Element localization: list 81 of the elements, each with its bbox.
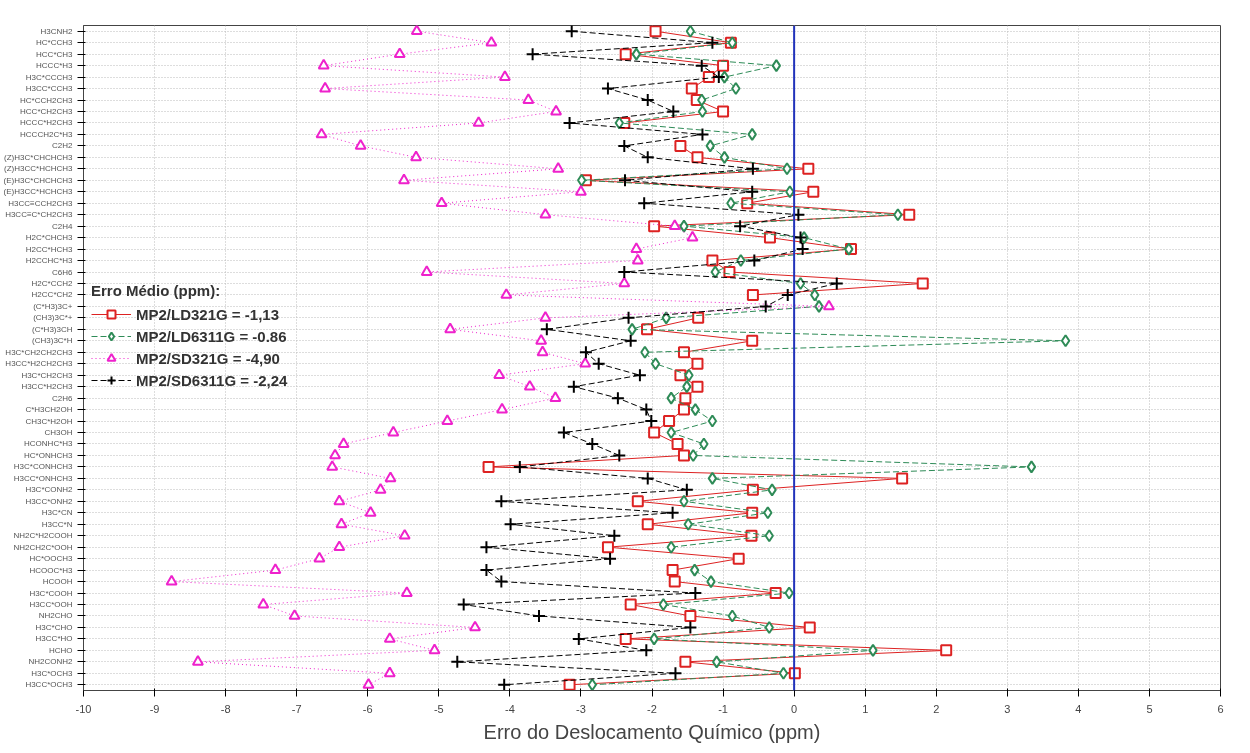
legend-label: MP2/SD321G = -4,90	[136, 349, 280, 367]
y-tick-label: H3C*CN	[41, 508, 73, 518]
y-tick-label: H3CC*N	[41, 519, 73, 529]
y-tick-label: HCC*CH3	[36, 49, 74, 59]
y-tick-label: (CH3)3C*+	[33, 313, 73, 323]
y-tick-label: HCOOC*H3	[29, 565, 74, 575]
x-tick-label: 6	[1217, 702, 1224, 715]
y-tick-label: H3C*OCH3	[31, 668, 74, 678]
x-tick-label: -5	[433, 702, 444, 715]
x-axis-title: Erro do Deslocamento Químico (ppm)	[483, 720, 821, 743]
y-tick-label: (Z)H3CC*HCHCH3	[4, 164, 74, 174]
x-tick-label: -9	[149, 702, 160, 715]
y-tick-label: H2C*CHCH3	[25, 233, 74, 243]
y-tick-label: H3C*CONH2	[25, 485, 74, 495]
y-tick-label: (E)H3CC*HCHCH3	[3, 187, 74, 197]
y-tick-label: HCCC*H2CH3	[20, 118, 74, 128]
y-tick-label: NH2CONH2	[28, 657, 74, 667]
x-tick-label: 4	[1075, 702, 1082, 715]
y-tick-label: HCCCH2C*H3	[20, 129, 74, 139]
y-tick-label: HCOOH	[42, 577, 73, 587]
x-tick-label: 2	[933, 702, 940, 715]
y-tick-label: H3C*COOH	[29, 588, 73, 598]
y-tick-label: CH3C*H2OH	[25, 416, 73, 426]
y-tick-label: H3CC*ONHCH3	[13, 473, 74, 483]
y-tick-label: C2H6	[52, 393, 74, 403]
x-tick-label: -8	[220, 702, 231, 715]
y-tick-label: (CH3)3C*H	[32, 336, 73, 346]
x-tick-label: -4	[504, 702, 515, 715]
y-tick-label: (C*H3)3CH	[32, 324, 73, 334]
y-tick-label: H3CC≡C*CH2CH3	[5, 210, 74, 220]
legend-label: MP2/SD6311G = -2,24	[136, 371, 288, 389]
y-tick-label: H3CC≡CCH2CH3	[8, 198, 74, 208]
y-tick-label: H2CC*CH2	[31, 290, 74, 300]
y-tick-label: H3C*CH2CH3	[21, 370, 74, 380]
x-tick-label: -1	[718, 702, 728, 715]
y-tick-label: H3C*CONHCH3	[13, 462, 74, 472]
x-tick-label: -2	[647, 702, 657, 715]
legend-title: Erro Médio (ppm):	[91, 282, 222, 299]
y-tick-label: HCCC*H3	[36, 61, 74, 71]
y-tick-label: C6H6	[52, 267, 74, 277]
y-tick-label: (E)H3C*CHCHCH3	[3, 175, 74, 185]
y-tick-label: H3CC*ONH2	[25, 496, 74, 506]
x-tick-label: 3	[1004, 702, 1011, 715]
y-tick-label: H3CC*HO	[35, 634, 73, 644]
y-tick-label: CH3OH	[44, 428, 73, 438]
y-tick-label: H2CCHC*H3	[25, 256, 74, 266]
x-tick-label: -6	[362, 702, 373, 715]
x-tick-label: 0	[791, 702, 798, 715]
y-tick-label: HC*CCH3	[36, 38, 74, 48]
legend-label: MP2/LD6311G = -0.86	[136, 327, 287, 345]
y-tick-label: NH2C*H2COOH	[13, 531, 73, 541]
x-tick-label: 1	[862, 702, 869, 715]
y-tick-label: H2C*CCH2	[31, 278, 74, 288]
y-tick-label: H3CC*OCH3	[25, 680, 74, 690]
x-tick-label: 5	[1146, 702, 1153, 715]
y-tick-label: H3CC*H2CH3	[21, 382, 74, 392]
y-tick-label: C2H4	[52, 221, 74, 231]
y-tick-label: H2CC*HCH3	[25, 244, 74, 254]
y-tick-label: HCC*CH2CH3	[20, 106, 74, 116]
y-tick-label: H3CC*CCH3	[25, 84, 74, 94]
y-tick-label: HC*ONHCH3	[24, 450, 74, 460]
x-tick-label: -3	[576, 702, 586, 715]
y-tick-label: HCHO	[48, 645, 73, 655]
y-tick-label: H3C*CHO	[35, 622, 73, 632]
y-tick-label: C2H2	[52, 141, 74, 151]
y-tick-label: HC*CCH2CH3	[20, 95, 74, 105]
y-tick-label: HC*OOCH3	[29, 554, 74, 564]
x-tick-label: -10	[75, 702, 92, 715]
y-tick-label: H3C*CCCH3	[25, 72, 74, 82]
legend-label: MP2/LD321G = -1,13	[136, 305, 279, 323]
y-tick-label: (Z)H3C*CHCHCH3	[4, 152, 74, 162]
y-tick-label: H3CC*OOH	[29, 600, 73, 610]
y-tick-label: H3CC*H2CH2CH3	[5, 359, 74, 369]
y-tick-label: (C*H3)3C+	[33, 301, 73, 311]
y-tick-label: C*H3CH2OH	[25, 405, 73, 415]
y-tick-label: H3CNH2	[40, 26, 74, 36]
y-tick-label: NH2CHO	[38, 611, 73, 621]
x-tick-label: -7	[291, 702, 302, 715]
y-tick-label: H3C*CH2CH2CH3	[5, 347, 74, 357]
y-tick-label: HCONHC*H3	[24, 439, 74, 449]
y-tick-label: NH2CH2C*OOH	[13, 542, 73, 552]
